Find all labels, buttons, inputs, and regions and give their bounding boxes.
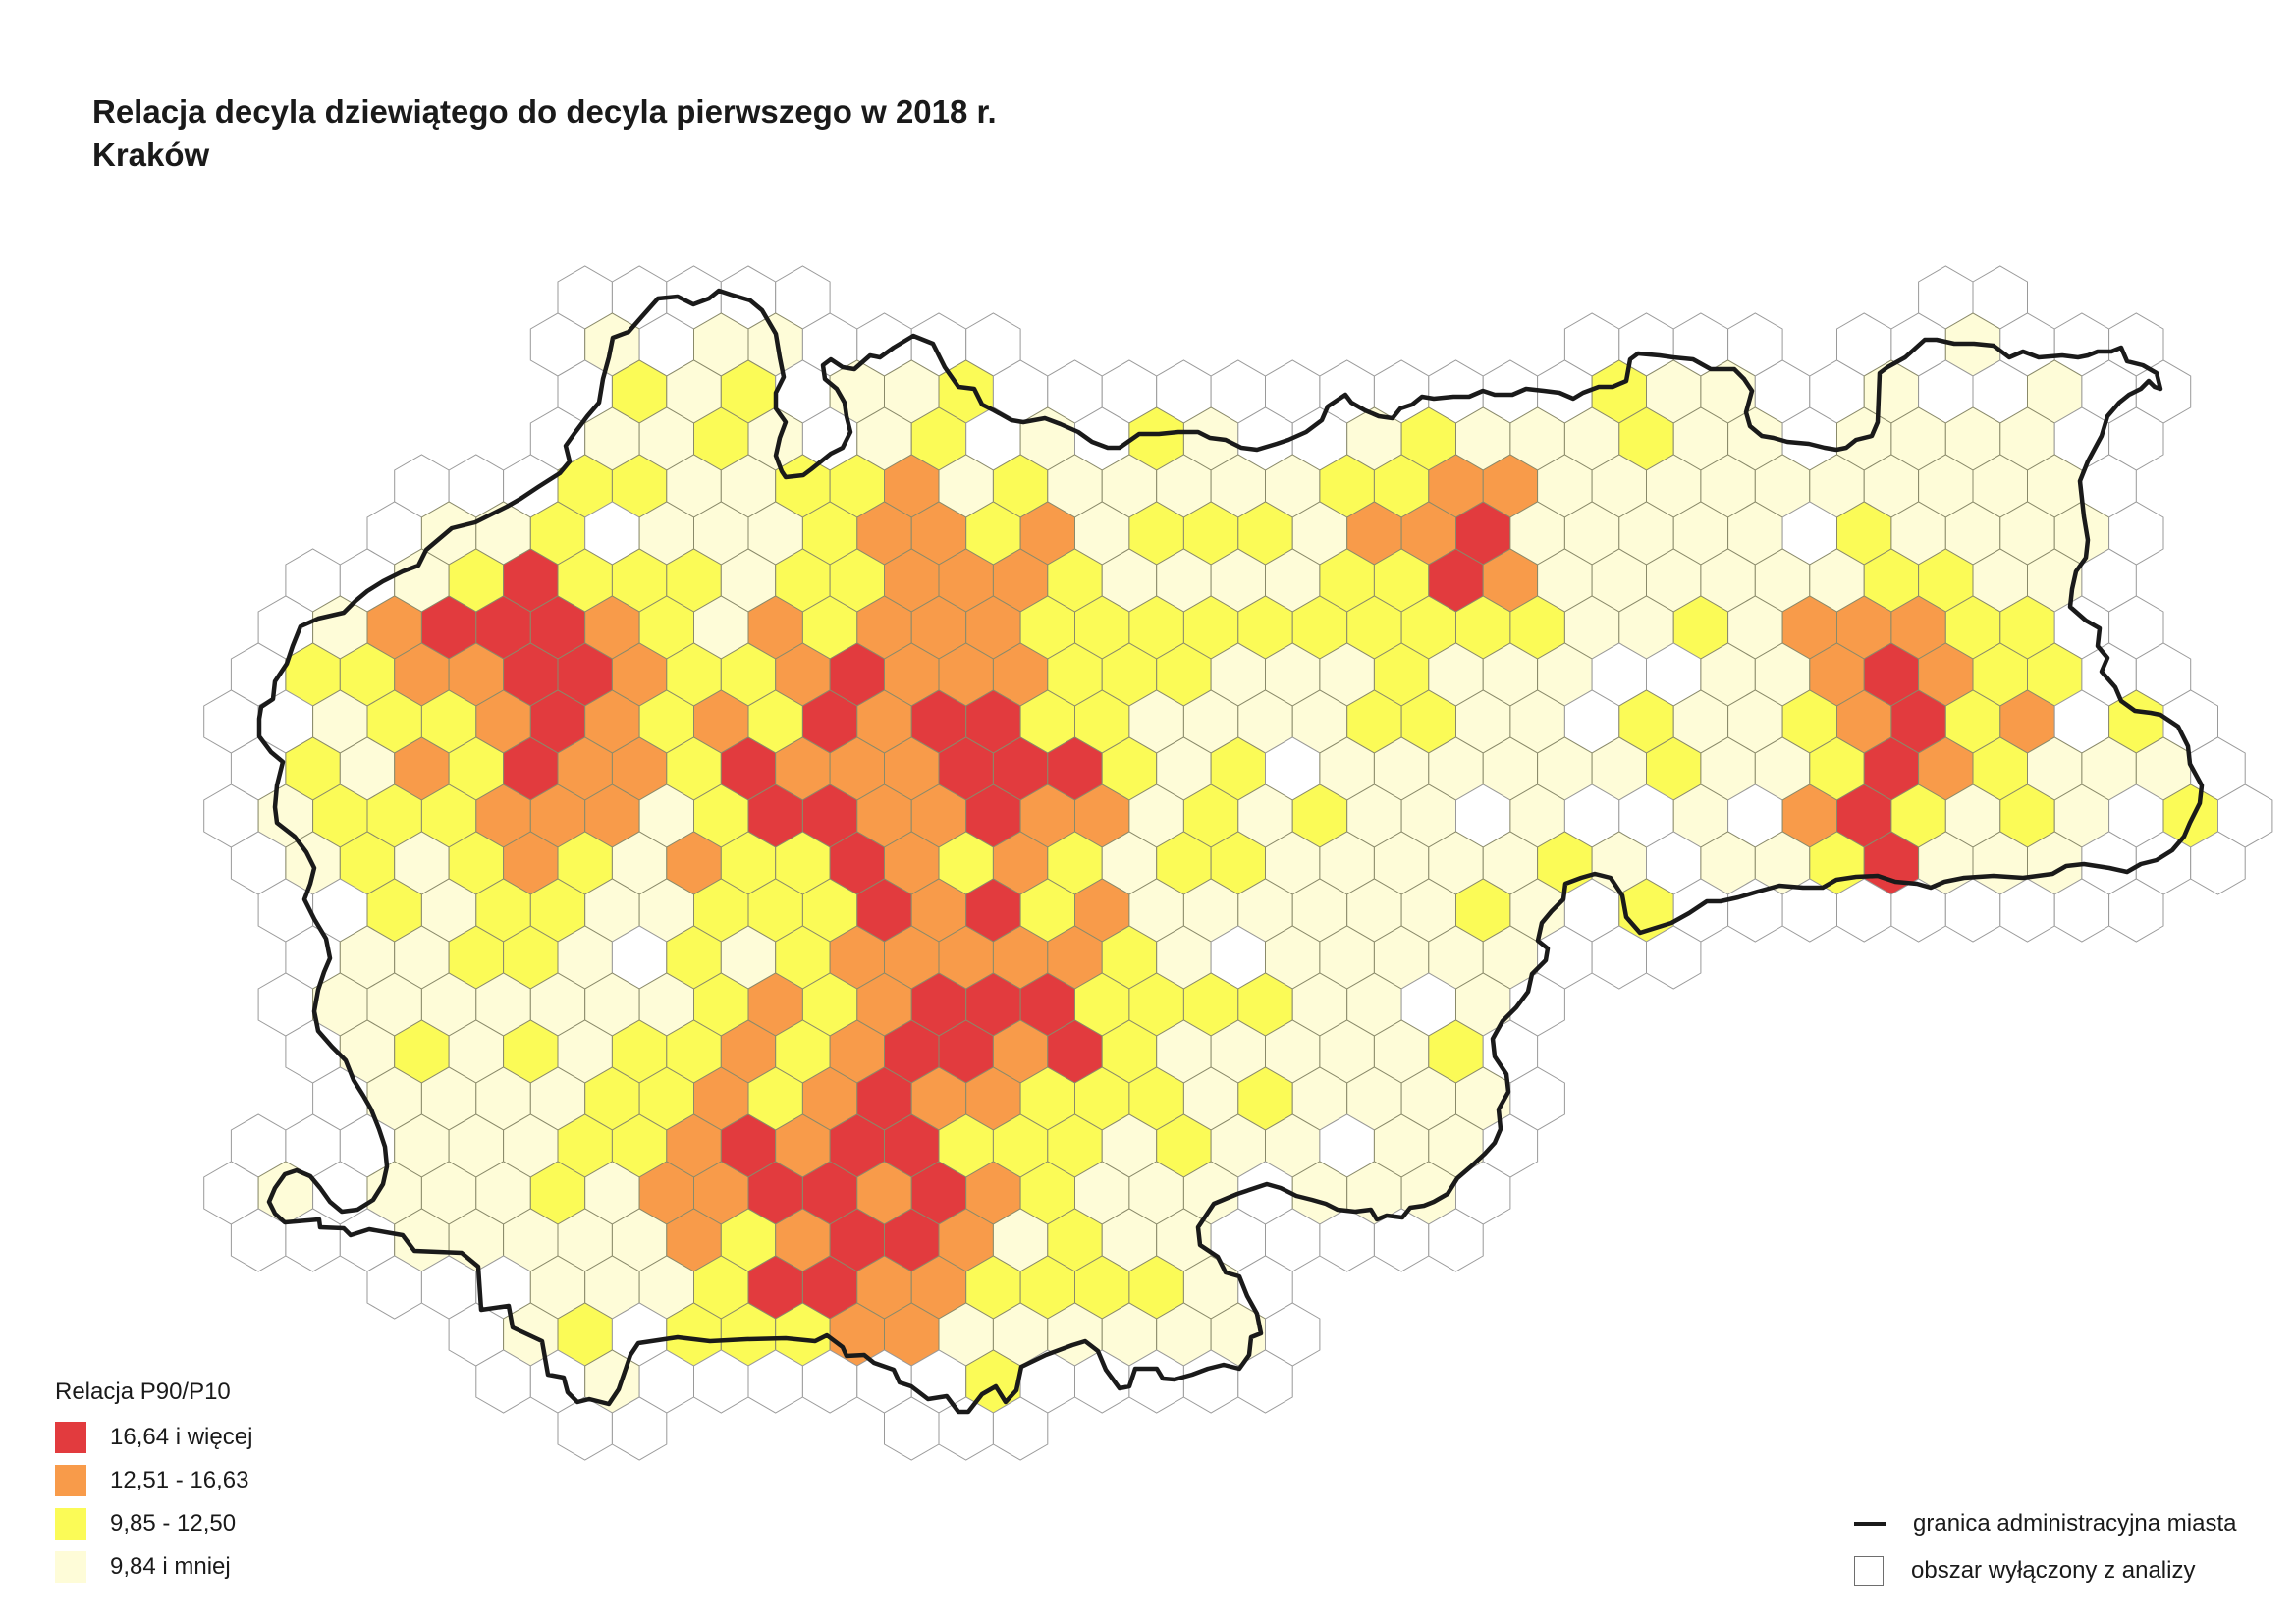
map-title: Relacja decyla dziewiątego do decyla pie… <box>92 90 997 177</box>
legend-swatch-class-3 <box>55 1508 86 1540</box>
legend-item-class-2: 12,51 - 16,63 <box>55 1459 252 1502</box>
legend-label-boundary: granica administracyjna miasta <box>1913 1510 2237 1537</box>
title-line-2: Kraków <box>92 136 210 173</box>
legend-item-class-4: 9,84 i mniej <box>55 1545 252 1589</box>
legend-swatch-class-4 <box>55 1551 86 1583</box>
hex-cell <box>2108 878 2164 943</box>
boundary-legend: granica administracyjna miasta obszar wy… <box>1854 1500 2236 1595</box>
map-legend: Relacja P90/P10 16,64 i więcej 12,51 - 1… <box>55 1379 252 1589</box>
legend-item-class-1: 16,64 i więcej <box>55 1416 252 1459</box>
hex-grid <box>203 265 2273 1461</box>
legend-label-class-4: 9,84 i mniej <box>110 1553 231 1580</box>
legend-item-excluded: obszar wyłączony z analizy <box>1854 1547 2236 1595</box>
hex-cell <box>1646 925 1702 990</box>
legend-label-class-1: 16,64 i więcej <box>110 1424 253 1450</box>
legend-title: Relacja P90/P10 <box>55 1379 231 1405</box>
legend-item-class-3: 9,85 - 12,50 <box>55 1502 252 1545</box>
legend-label-excluded: obszar wyłączony z analizy <box>1911 1557 2196 1584</box>
boundary-line-swatch <box>1854 1522 1886 1526</box>
legend-label-class-3: 9,85 - 12,50 <box>110 1510 237 1537</box>
hex-cell <box>611 1396 668 1461</box>
hex-cell <box>992 1396 1049 1461</box>
legend-swatch-class-1 <box>55 1422 86 1453</box>
legend-item-boundary: granica administracyjna miasta <box>1854 1500 2236 1547</box>
excluded-area-swatch <box>1854 1556 1884 1586</box>
title-line-1: Relacja decyla dziewiątego do decyla pie… <box>92 93 997 130</box>
hex-cell <box>1237 1349 1293 1414</box>
city-boundary <box>256 288 2205 1415</box>
legend-label-class-2: 12,51 - 16,63 <box>110 1467 249 1493</box>
hex-cell <box>2190 831 2246 895</box>
hex-cell <box>1428 1208 1484 1272</box>
legend-swatch-class-2 <box>55 1465 86 1496</box>
